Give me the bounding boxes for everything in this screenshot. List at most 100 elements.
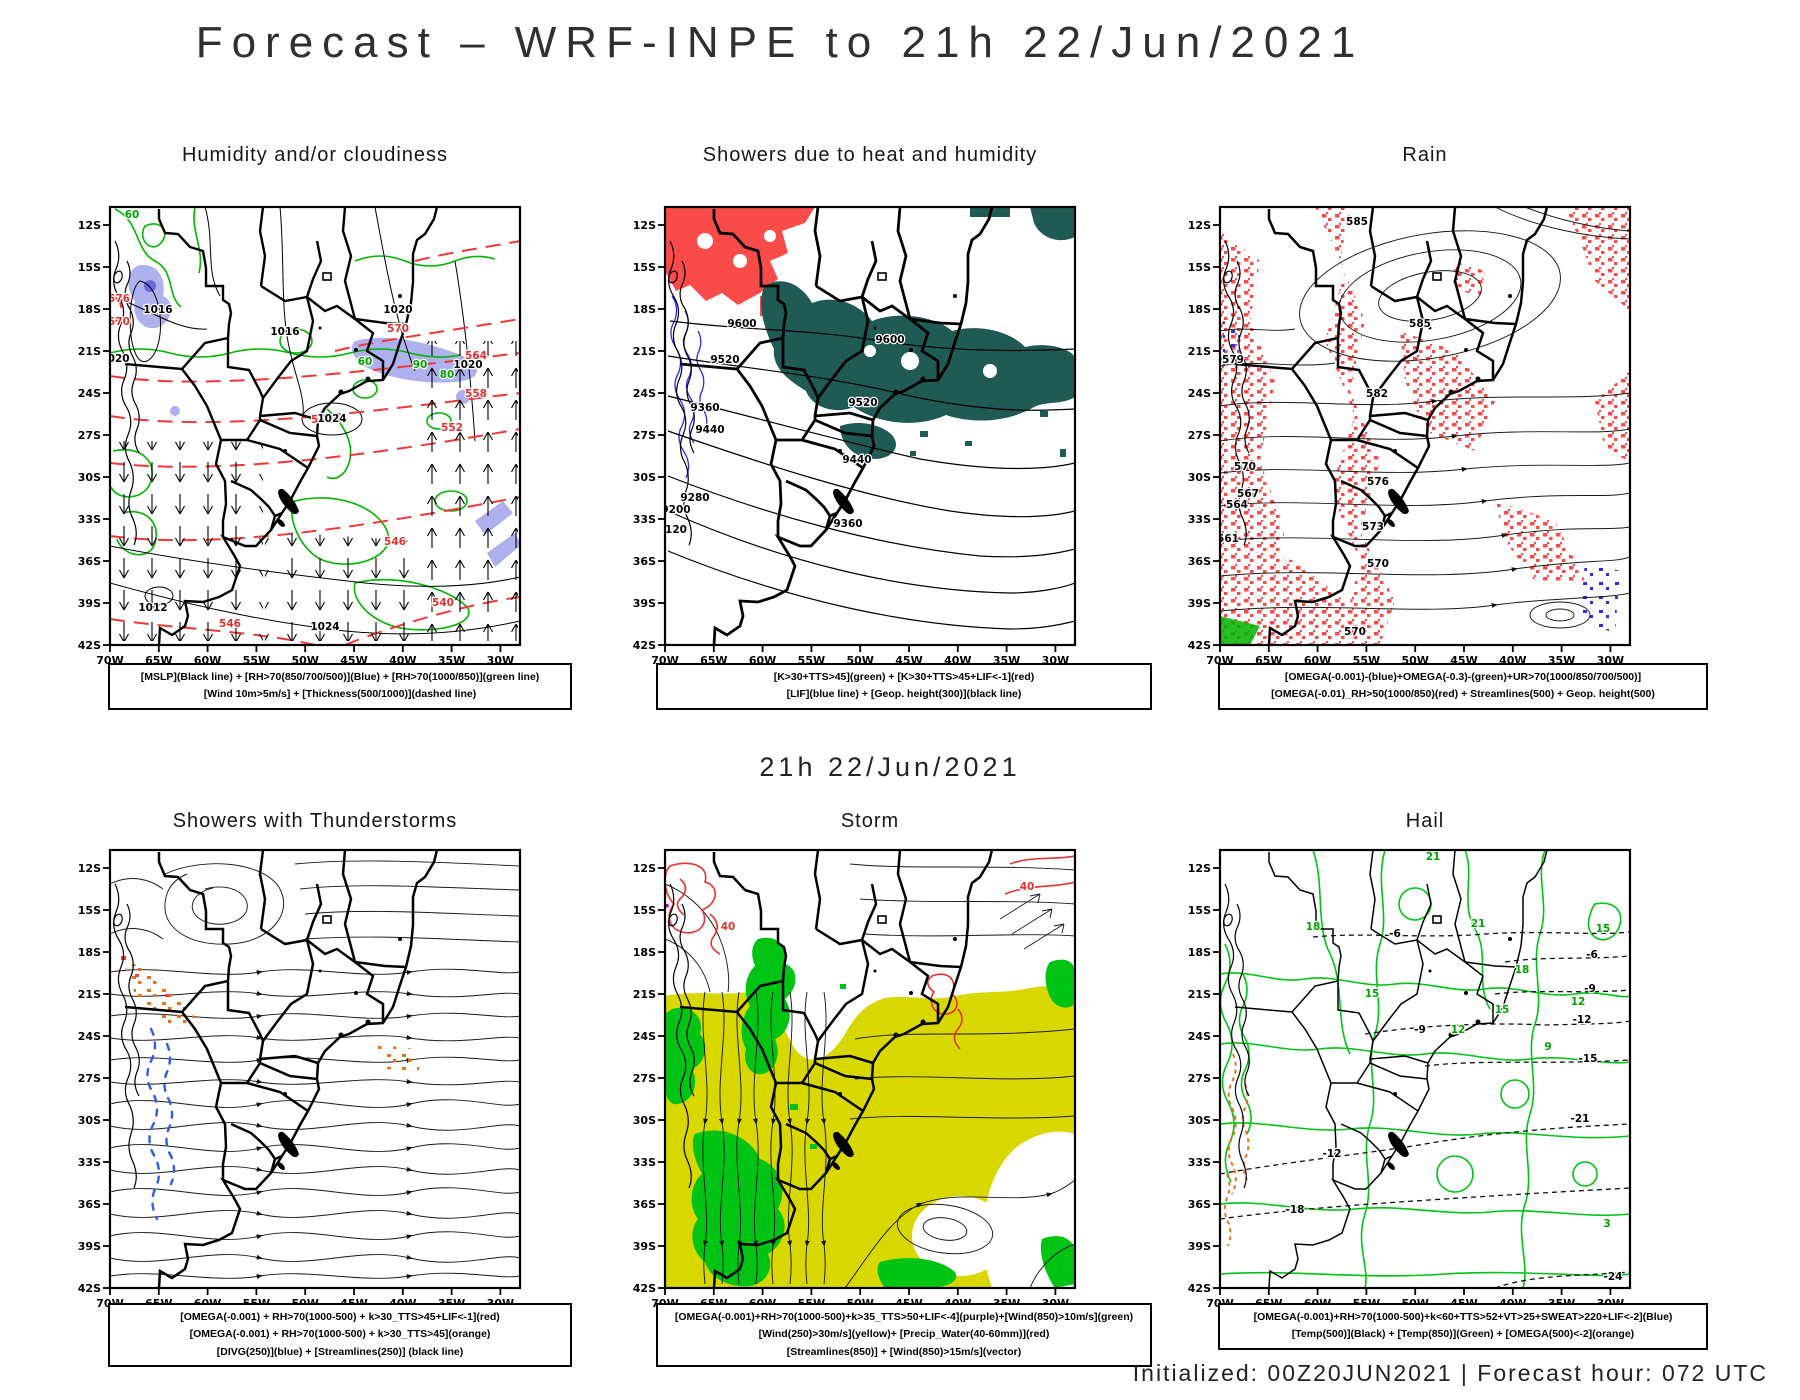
svg-text:570: 570 <box>1367 558 1389 570</box>
panel-title-heat-showers: Showers due to heat and humidity <box>702 144 1038 166</box>
valid-time-label: 21h 22/Jun/2021 <box>759 752 1021 782</box>
legend-line: [Wind 10m>5m/s] + [Thickness(500/1000)](… <box>203 688 477 701</box>
lat-tick: 27S <box>78 429 101 442</box>
streamlines-850 <box>665 863 1075 1288</box>
svg-text:-6: -6 <box>1389 928 1401 940</box>
svg-text:1020: 1020 <box>453 359 482 371</box>
svg-text:-12: -12 <box>1323 1148 1342 1160</box>
legend-line: [OMEGA(-0.01)_RH>50(1000/850)(red) + Str… <box>1271 688 1655 701</box>
svg-text:9440: 9440 <box>842 454 871 466</box>
streamlines-250 <box>110 860 520 1279</box>
map-thunderstorms <box>76 848 522 1311</box>
svg-text:9: 9 <box>1544 1041 1551 1053</box>
teal-holes <box>864 345 997 378</box>
svg-text:21: 21 <box>1471 918 1486 930</box>
rh-core <box>144 280 156 292</box>
svg-text:9360: 9360 <box>690 402 719 414</box>
svg-text:1024: 1024 <box>310 621 339 633</box>
svg-text:18: 18 <box>1515 964 1530 976</box>
contour-labels: 40 40 <box>719 880 1035 934</box>
map-rain: 585 585 582 576 573 570 579 570 567 564 … <box>1186 205 1632 668</box>
svg-text:540: 540 <box>432 597 454 609</box>
panel-title-thunderstorms: Showers with Thunderstorms <box>172 810 458 832</box>
svg-text:9280: 9280 <box>680 492 709 504</box>
legend-line: [OMEGA(-0.001)+RH>70(1000-500)+k>35_TTS>… <box>674 1311 1134 1323</box>
map-frame <box>108 848 522 1290</box>
legend-hail: [OMEGA(-0.001)+RH>70(1000-500)+k<60+TTS>… <box>1218 1303 1708 1350</box>
svg-text:1024: 1024 <box>317 413 346 425</box>
legend-thunderstorms: [OMEGA(-0.001) + RH>70(1000-500) + k>30_… <box>108 1303 572 1367</box>
svg-text:60: 60 <box>125 209 140 221</box>
contour-labels: 9600 9600 9520 9520 9440 9440 9360 9360 … <box>661 317 906 537</box>
lat-tick: 42S <box>78 639 101 652</box>
legend-line: [LIF](blue line) + [Geop. height(300)](b… <box>786 688 1022 701</box>
map-frame <box>663 205 1077 647</box>
svg-text:15: 15 <box>1495 1004 1510 1016</box>
legend-line: [K>30+TTS>45](green) + [K>30+TTS>45+LIF<… <box>773 671 1035 683</box>
panel-title-rain: Rain <box>1402 144 1448 166</box>
lat-tick: 39S <box>78 597 101 610</box>
legend-heat-showers: [K>30+TTS>45](green) + [K>30+TTS>45+LIF<… <box>656 663 1152 710</box>
svg-text:12: 12 <box>1571 996 1586 1008</box>
svg-text:-9: -9 <box>1414 1024 1426 1036</box>
panel-title-hail: Hail <box>1405 810 1445 832</box>
svg-text:-12: -12 <box>1573 1014 1592 1026</box>
svg-text:40: 40 <box>1020 881 1035 893</box>
svg-text:570: 570 <box>1344 626 1366 638</box>
legend-rain: [OMEGA(-0.001)-(blue)+OMEGA(-0.3)-(green… <box>1218 663 1708 710</box>
teal-shower-shading <box>761 207 1075 459</box>
temp850-green-contours <box>1220 850 1630 1288</box>
svg-text:1020: 1020 <box>383 304 412 316</box>
svg-text:546: 546 <box>219 618 241 630</box>
svg-text:9600: 9600 <box>875 334 904 346</box>
svg-text:567: 567 <box>1237 488 1259 500</box>
svg-text:585: 585 <box>1346 216 1368 228</box>
geop-height-contours <box>667 320 1075 630</box>
init-footer: Initialized: 00Z20JUN2021 | Forecast hou… <box>1132 1360 1768 1386</box>
legend-line: [OMEGA(-0.001) + RH>70(1000-500) + k>30_… <box>180 1311 500 1323</box>
legend-storm: [OMEGA(-0.001)+RH>70(1000-500)+k>35_TTS>… <box>656 1303 1152 1367</box>
svg-text:3: 3 <box>1603 1218 1610 1230</box>
lat-tick: 24S <box>78 387 101 400</box>
contour-labels: 21 18 -6 15 21 18 -6 -9 12 15 -12 12 -9 … <box>1284 850 1623 1284</box>
wind-arrows <box>113 341 518 641</box>
svg-text:9440: 9440 <box>695 424 724 436</box>
svg-text:9200: 9200 <box>661 504 690 516</box>
svg-text:-9: -9 <box>1584 983 1596 995</box>
map-humidity: 12S 15S 18S 21S 24S 27S 30S 33S 36S 39S … <box>78 205 522 667</box>
svg-text:546: 546 <box>384 536 406 548</box>
precip-water-red-contours <box>665 855 1075 1050</box>
lat-tick: 12S <box>78 219 101 232</box>
svg-text:9520: 9520 <box>710 354 739 366</box>
page-title: Forecast – WRF-INPE to 21h 22/Jun/2021 <box>195 18 1365 67</box>
legend-line: [DIVG(250)](blue) + [Streamlines(250)] (… <box>216 1345 464 1358</box>
yellow-hole <box>912 1196 1008 1276</box>
svg-text:570: 570 <box>387 323 409 335</box>
svg-text:60: 60 <box>358 356 373 368</box>
svg-text:18: 18 <box>1306 921 1321 933</box>
svg-text:-6: -6 <box>1586 949 1598 961</box>
map-frame <box>1218 205 1632 647</box>
svg-text:-21: -21 <box>1571 1113 1590 1125</box>
svg-text:15: 15 <box>1365 988 1380 1000</box>
svg-text:21: 21 <box>1426 851 1441 863</box>
svg-text:1012: 1012 <box>138 602 167 614</box>
map-frame <box>1218 848 1632 1290</box>
svg-text:561: 561 <box>1217 533 1239 545</box>
lat-tick: 30S <box>78 471 101 484</box>
map-frame <box>108 205 522 647</box>
svg-text:9600: 9600 <box>727 318 756 330</box>
map-frame <box>663 848 1077 1290</box>
legend-line: [OMEGA(-0.001) + RH>70(1000-500) + k>30_… <box>189 1328 491 1341</box>
svg-text:579: 579 <box>1222 354 1244 366</box>
svg-text:9360: 9360 <box>833 518 862 530</box>
map-hail: 21 18 -6 15 21 18 -6 -9 12 15 -12 12 -9 … <box>1186 848 1632 1311</box>
svg-text:15: 15 <box>1596 923 1611 935</box>
legend-line: [MSLP](Black line) + [RH>70(850/700/500)… <box>140 671 540 683</box>
svg-text:1020: 1020 <box>100 353 129 365</box>
map-heat-showers: 9600 9600 9520 9520 9440 9440 9360 9360 … <box>631 205 1077 668</box>
svg-text:570: 570 <box>1234 461 1256 473</box>
svg-text:-15: -15 <box>1579 1053 1598 1065</box>
contour-labels: 585 585 582 576 573 570 579 570 567 564 … <box>1217 215 1432 639</box>
